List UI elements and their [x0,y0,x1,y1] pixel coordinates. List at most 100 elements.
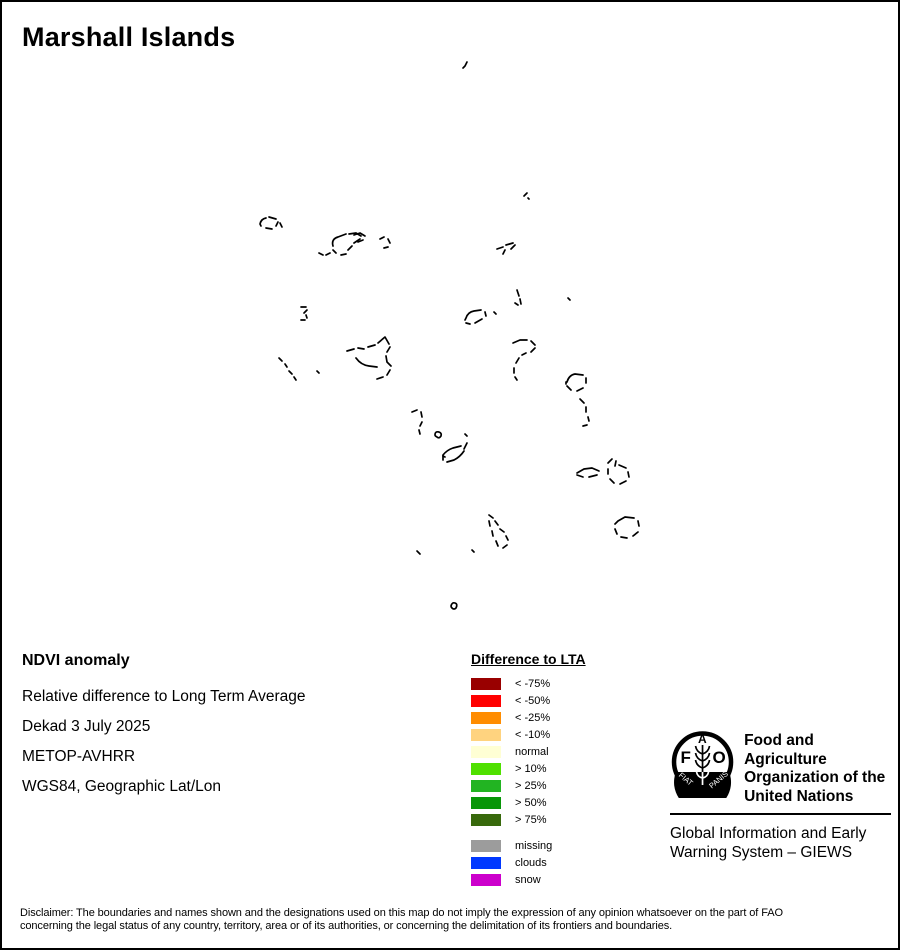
island-outline [434,430,443,439]
legend-label: < -50% [515,694,551,707]
island-outline [493,311,497,315]
island-outline [416,550,421,555]
island-outline [462,61,468,69]
legend-swatch [471,813,501,826]
fao-logo-letter-o: O [713,748,726,767]
giews-name: Global Information and Early Warning Sys… [670,824,898,862]
legend-row: > 75% [471,811,586,828]
legend-row: snow [471,871,586,888]
legend-label: < -25% [515,711,551,724]
fao-brand-top: F O A FIAT PANIS Food and Agriculture Or… [670,726,898,806]
legend-swatch [471,796,501,809]
fao-logo-letter-f: F [681,748,691,767]
legend-swatch [471,856,501,869]
island-outline [442,442,468,463]
legend-label: > 25% [515,779,547,792]
legend-row: normal [471,743,586,760]
island-outline [279,222,283,228]
legend-swatch [471,745,501,758]
island-outline [576,467,600,478]
legend-label: snow [515,873,541,886]
legend-row: clouds [471,854,586,871]
fao-org-line-3: United Nations [744,787,854,805]
island-outline [464,433,468,437]
island-outline [278,357,297,381]
legend-label: missing [515,839,553,852]
info-line: Relative difference to Long Term Average [22,688,306,705]
legend-swatch [471,839,501,852]
island-outline [379,236,391,249]
island-outline [353,232,366,243]
page-title: Marshall Islands [22,22,236,52]
giews-line-2: Warning System – GIEWS [670,844,853,861]
island-outline [331,232,362,256]
legend-row: > 25% [471,777,586,794]
map-info-block: NDVI anomaly Relative difference to Long… [22,652,306,802]
island-outline [512,339,536,381]
island-outline [411,409,423,435]
island-outline [464,309,487,325]
giews-line-1: Global Information and Early [670,825,867,842]
fao-org-line-2: Organization of the [744,769,886,786]
legend-row: < -10% [471,726,586,743]
legend-swatch [471,873,501,886]
island-outline [579,398,590,427]
legend-special-rows: missing clouds snow [471,837,586,888]
fao-org-name: Food and Agriculture Organization of the… [744,732,898,806]
island-outline [567,297,571,301]
island-outline [442,455,446,458]
island-outline [514,289,522,306]
legend-label: clouds [515,856,547,869]
island-outline [300,306,308,321]
wheat-stalk-lower-icon [695,771,710,785]
legend-label: < -10% [515,728,551,741]
legend-rows: < -75% < -50% < -25% < -10% normal > 10% > 25%… [471,675,586,828]
legend-swatch [471,711,501,724]
legend-swatch [471,728,501,741]
legend-row: < -75% [471,675,586,692]
island-outline [316,370,320,374]
legend-label: < -75% [515,677,551,690]
legend-row: < -25% [471,709,586,726]
island-outline [607,458,630,485]
legend-swatch [471,779,501,792]
disclaimer-line-2: concerning the legal status of any count… [20,920,673,932]
island-outline [496,242,516,255]
legend-swatch [471,762,501,775]
legend-label: normal [515,745,549,758]
legend-spacer [471,828,586,837]
island-outline [565,373,587,392]
info-line: Dekad 3 July 2025 [22,718,151,735]
island-outline [614,516,640,539]
island-outline [523,192,530,200]
disclaimer: Disclaimer: The boundaries and names sho… [20,907,890,933]
island-outline [488,514,509,549]
island-outline [471,549,475,553]
brand-divider [670,813,891,815]
wheat-ear-icon [694,745,711,769]
fao-logo-letter-a: A [698,732,707,746]
legend-title: Difference to LTA [471,651,586,667]
info-line: WGS84, Geographic Lat/Lon [22,778,222,795]
legend: Difference to LTA < -75% < -50% < -25% < -1… [471,651,586,888]
legend-label: > 10% [515,762,547,775]
legend-row: missing [471,837,586,854]
legend-row: > 10% [471,760,586,777]
legend-row: < -50% [471,692,586,709]
info-heading: NDVI anomaly [22,652,130,669]
island-outline [318,252,331,256]
disclaimer-line-1: Disclaimer: The boundaries and names sho… [20,907,783,919]
legend-label: > 75% [515,813,547,826]
info-lines: Relative difference to Long Term Average… [22,682,306,802]
legend-swatch [471,677,501,690]
fao-branding: F O A FIAT PANIS Food and Agriculture Or… [670,726,898,862]
island-outline [346,336,392,380]
legend-swatch [471,694,501,707]
info-line: METOP-AVHRR [22,748,136,765]
fao-org-line-1: Food and Agriculture [744,732,827,768]
island-outline [259,216,279,230]
fao-logo-icon: F O A FIAT PANIS [671,731,734,798]
legend-row: > 50% [471,794,586,811]
